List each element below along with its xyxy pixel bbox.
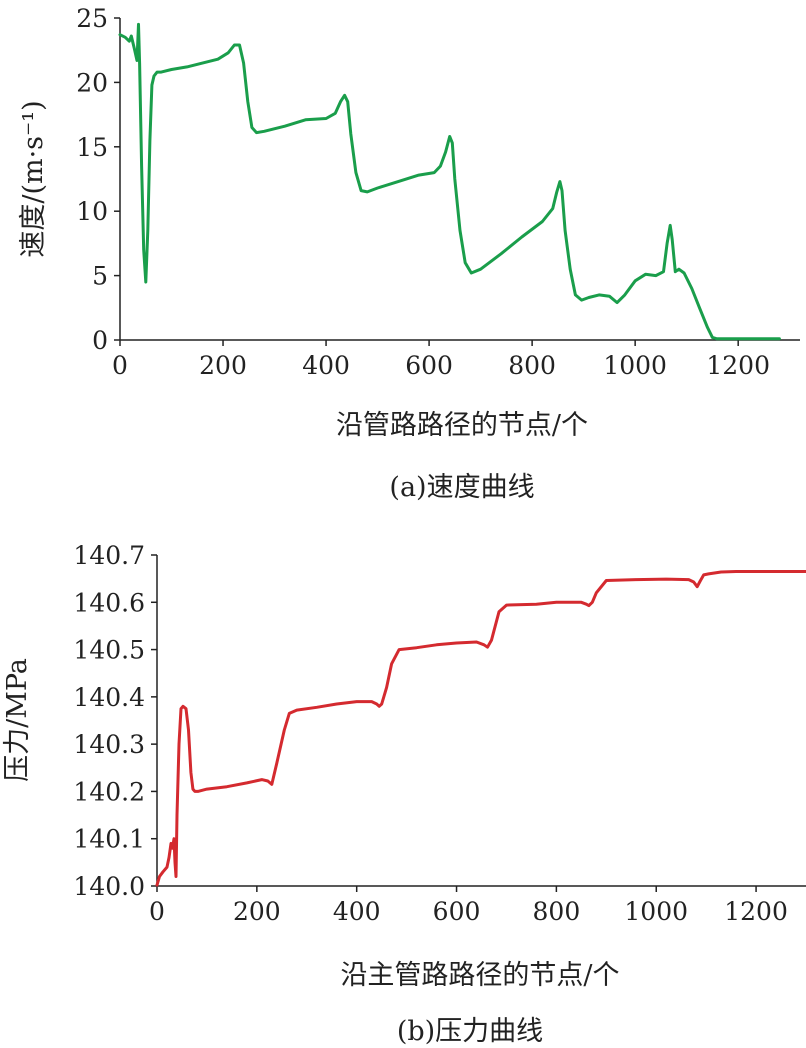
speed-x-tick-label: 200 <box>199 351 247 380</box>
pressure-x-label: 沿主管路路径的节点/个 <box>340 960 619 991</box>
speed-x-tick-label: 1200 <box>706 351 770 380</box>
speed-ticks: 0 200 400 600 800 1000 1200 0 5 10 15 20 25 <box>76 4 770 380</box>
pressure-x-tick-label: 1200 <box>724 897 788 926</box>
speed-series-line <box>118 22 781 341</box>
speed-y-tick-label: 10 <box>76 197 108 226</box>
pressure-y-tick-label: 140.4 <box>73 683 145 712</box>
speed-y-tick-label: 15 <box>76 133 108 162</box>
pressure-y-tick-label: 140.0 <box>73 872 145 901</box>
speed-y-tick-label: 5 <box>92 262 108 291</box>
speed-y-tick-label: 0 <box>92 326 108 355</box>
pressure-x-tick-label: 200 <box>233 897 281 926</box>
pressure-y-label: 压力/MPa <box>2 658 33 782</box>
pressure-y-tick-label: 140.6 <box>73 588 145 617</box>
pressure-x-tick-label: 1000 <box>624 897 688 926</box>
pressure-y-tick-label: 140.5 <box>73 636 145 665</box>
speed-x-tick-label: 600 <box>405 351 453 380</box>
pressure-y-tick-label: 140.7 <box>73 541 145 570</box>
pressure-ticks: 0 200 400 600 800 1000 1200 140.0 140.1 140.2 140.… <box>73 541 787 926</box>
speed-caption: (a)速度曲线 <box>389 472 534 503</box>
speed-y-tick-label: 20 <box>76 68 108 97</box>
pressure-caption: (b)压力曲线 <box>397 1016 543 1047</box>
pressure-x-tick-label: 400 <box>333 897 381 926</box>
speed-x-label: 沿管路路径的节点/个 <box>336 410 588 441</box>
pressure-y-tick-label: 140.1 <box>73 825 145 854</box>
speed-x-tick-label: 800 <box>508 351 556 380</box>
pressure-chart: 0 200 400 600 800 1000 1200 140.0 140.1 140.2 140.… <box>2 541 806 1047</box>
speed-x-tick-label: 400 <box>302 351 350 380</box>
pressure-x-tick-label: 800 <box>533 897 581 926</box>
pressure-y-tick-label: 140.2 <box>73 777 145 806</box>
pressure-x-tick-label: 600 <box>433 897 481 926</box>
speed-x-tick-label: 0 <box>112 351 128 380</box>
speed-y-label: 速度/(m·s⁻¹) <box>18 100 49 257</box>
speed-chart: 0 200 400 600 800 1000 1200 0 5 10 15 20 25 沿管路路径的节点… <box>18 4 800 503</box>
pressure-x-tick-label: 0 <box>149 897 165 926</box>
pressure-y-tick-label: 140.3 <box>73 730 145 759</box>
speed-x-tick-label: 1000 <box>603 351 667 380</box>
pressure-series-line <box>155 570 806 887</box>
speed-y-tick-label: 25 <box>76 4 108 33</box>
